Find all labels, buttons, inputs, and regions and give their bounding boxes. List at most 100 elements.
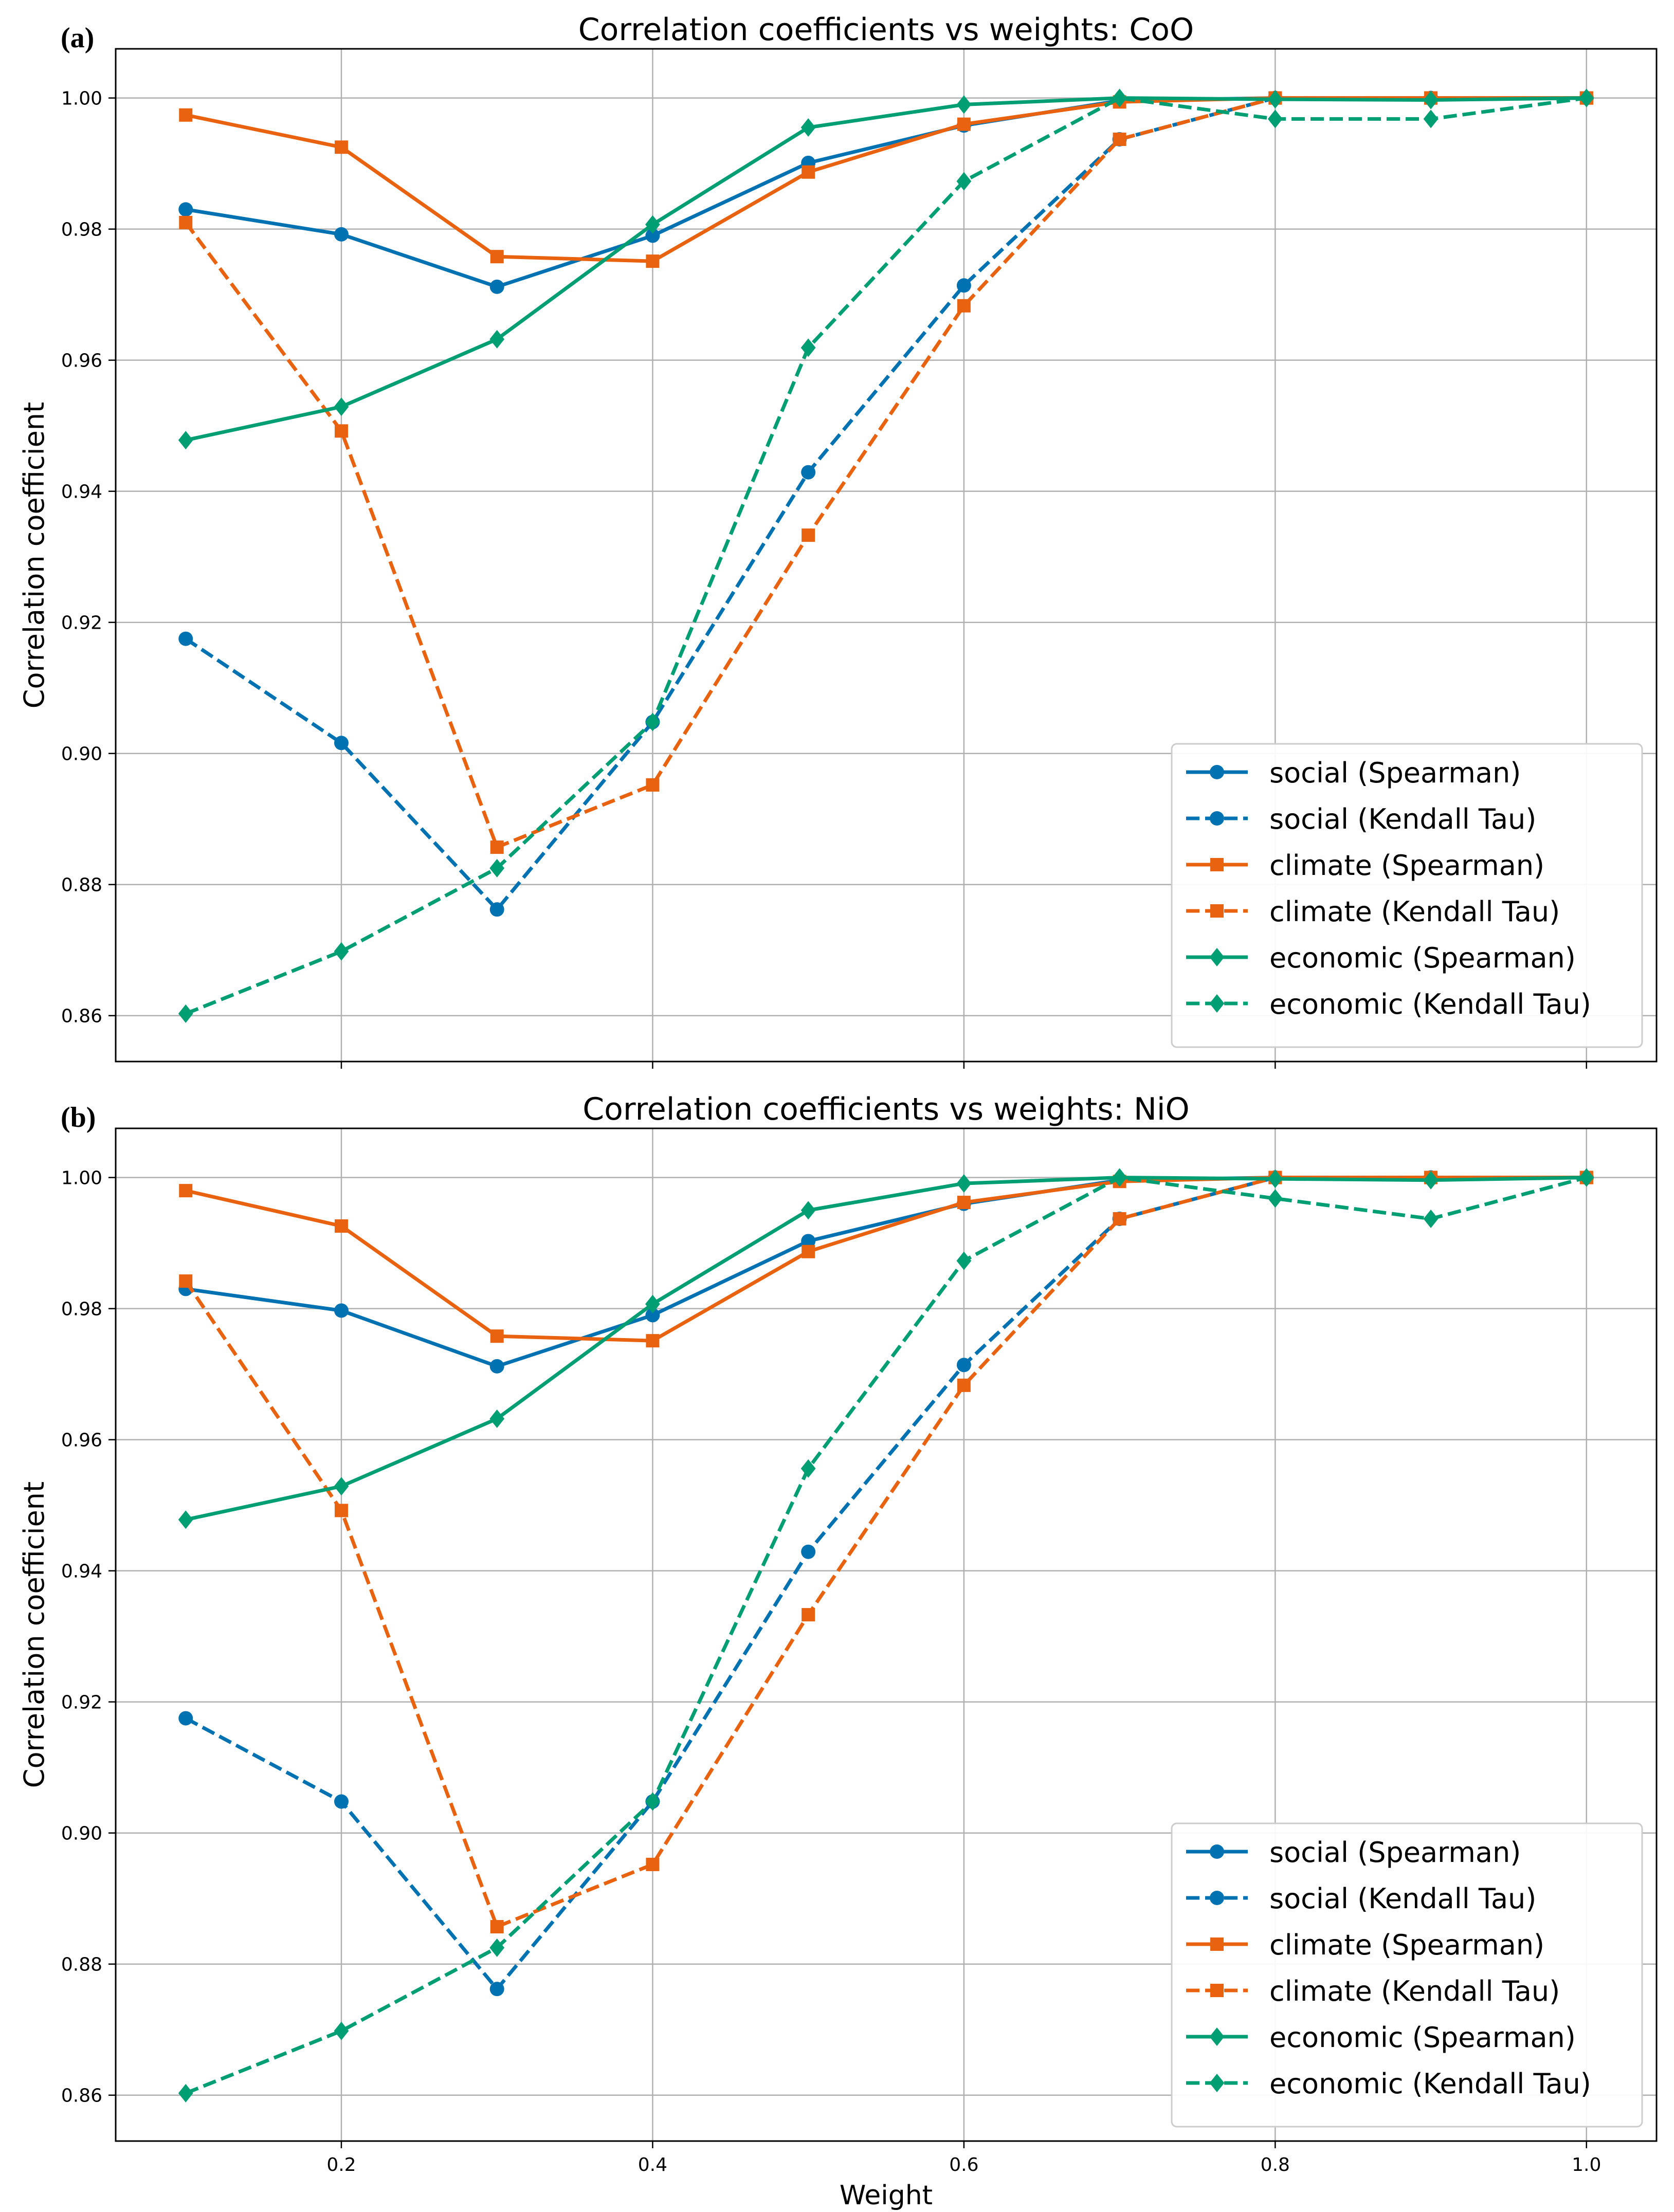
legend-item: climate (Spearman) [1186, 1929, 1544, 1961]
data-point [489, 902, 504, 917]
legend-label: climate (Spearman) [1269, 849, 1544, 882]
y-tick-label: 0.96 [61, 351, 102, 372]
y-tick-label: 0.96 [61, 1430, 102, 1451]
chart-title: Correlation coefficients vs weights: CoO [578, 12, 1194, 48]
data-point [489, 1409, 505, 1428]
series-line [184, 96, 1587, 849]
data-point [489, 1359, 504, 1374]
y-tick-label: 0.94 [61, 482, 102, 503]
data-point [489, 1938, 505, 1957]
legend-label: social (Kendall Tau) [1269, 1882, 1536, 1915]
series-group [178, 88, 1594, 1023]
data-point [645, 1294, 660, 1313]
legend-label: climate (Kendall Tau) [1269, 895, 1560, 928]
legend-label: economic (Kendall Tau) [1269, 2068, 1591, 2100]
y-tick-label: 0.94 [61, 1561, 102, 1582]
data-point [800, 1459, 816, 1478]
legend-label: economic (Kendall Tau) [1269, 988, 1591, 1020]
data-point [179, 1274, 193, 1288]
data-point [1423, 109, 1439, 129]
series-group [178, 1168, 1594, 2103]
y-tick-label: 0.98 [61, 1299, 102, 1320]
data-point [1113, 1212, 1126, 1226]
data-point [1267, 90, 1283, 109]
data-point [334, 2021, 349, 2040]
data-point [334, 397, 349, 416]
data-point [956, 1174, 972, 1193]
legend-item: climate (Kendall Tau) [1186, 895, 1560, 928]
data-point [178, 2083, 193, 2103]
data-point [178, 631, 193, 646]
legend-item: social (Spearman) [1186, 1836, 1521, 1869]
legend-item: economic (Spearman) [1186, 942, 1576, 974]
data-point [334, 736, 349, 751]
series-line [185, 1176, 1587, 1368]
gridlines [116, 1128, 1657, 2141]
legend-label: climate (Kendall Tau) [1269, 1975, 1560, 2007]
data-point [489, 1982, 504, 1997]
x-tick-label: 0.2 [326, 2154, 356, 2176]
legend-item: social (Spearman) [1186, 757, 1521, 789]
data-point [1579, 1168, 1594, 1187]
data-point [334, 140, 348, 154]
legend-marker [1210, 1844, 1224, 1859]
data-point [490, 250, 504, 264]
series-line [185, 96, 1587, 263]
legend: social (Spearman) social (Kendall Tau) cli… [1171, 1822, 1643, 2128]
legend-marker [1210, 1891, 1224, 1905]
legend-marker [1209, 948, 1225, 966]
data-point [489, 330, 505, 349]
data-point [956, 1251, 972, 1270]
legend-marker [1209, 994, 1225, 1013]
data-point [645, 215, 660, 234]
data-point [334, 1794, 349, 1809]
data-point [490, 840, 504, 854]
data-point [1112, 88, 1127, 107]
data-point [1423, 90, 1439, 109]
series-climate-kendall-tau [179, 1171, 1593, 1934]
series-social-spearman [178, 1170, 1594, 1374]
y-tick-label: 0.90 [61, 744, 102, 765]
ticks: 0.86 0.88 0.90 0.92 0.94 0.96 0.98 1.00 [61, 88, 1588, 1069]
plot-frame [115, 1127, 1658, 2142]
chart-panel-b: 0.2 0.4 0.6 0.8 1.0 0.86 0.88 0.90 0.92 0.94 0.96 0… [18, 1091, 1658, 2211]
data-point [334, 1303, 349, 1318]
data-point [802, 165, 815, 179]
data-point [800, 118, 816, 137]
data-point [956, 95, 972, 114]
data-point [490, 1329, 504, 1343]
legend-item: economic (Spearman) [1186, 2021, 1576, 2054]
x-tick-label: 0.8 [1261, 2154, 1290, 2176]
y-axis-label: Correlation coefficient [18, 402, 50, 708]
legend-item: economic (Kendall Tau) [1186, 2068, 1591, 2100]
data-point [1267, 109, 1283, 129]
legend-marker [1209, 2074, 1225, 2092]
data-point [1113, 132, 1126, 146]
data-point [645, 1308, 660, 1323]
data-point [334, 942, 349, 961]
data-point [957, 1196, 971, 1210]
legend-box [1171, 1822, 1643, 2128]
series-line [185, 1176, 1587, 1991]
data-point [646, 254, 660, 268]
legend-label: social (Kendall Tau) [1269, 803, 1536, 835]
series-economic-kendall-tau [178, 88, 1594, 1023]
data-point [1579, 88, 1594, 107]
x-tick-label: 0.4 [638, 2154, 667, 2176]
series-line [185, 96, 1587, 1016]
data-point [178, 431, 193, 450]
x-axis-label: Weight [840, 2180, 933, 2211]
y-tick-label: 0.88 [61, 875, 102, 896]
y-tick-label: 0.86 [61, 2086, 102, 2107]
legend-marker [1210, 1937, 1224, 1951]
legend-marker [1210, 1984, 1224, 1997]
data-point [179, 1184, 193, 1198]
data-point [646, 1334, 660, 1348]
chart-title: Correlation coefficients vs weights: NiO [583, 1091, 1189, 1127]
legend-item: climate (Kendall Tau) [1186, 1975, 1560, 2007]
data-point [802, 1245, 815, 1258]
data-point [178, 1711, 193, 1726]
legend-item: climate (Spearman) [1186, 849, 1544, 882]
series-climate-kendall-tau [179, 91, 1593, 854]
